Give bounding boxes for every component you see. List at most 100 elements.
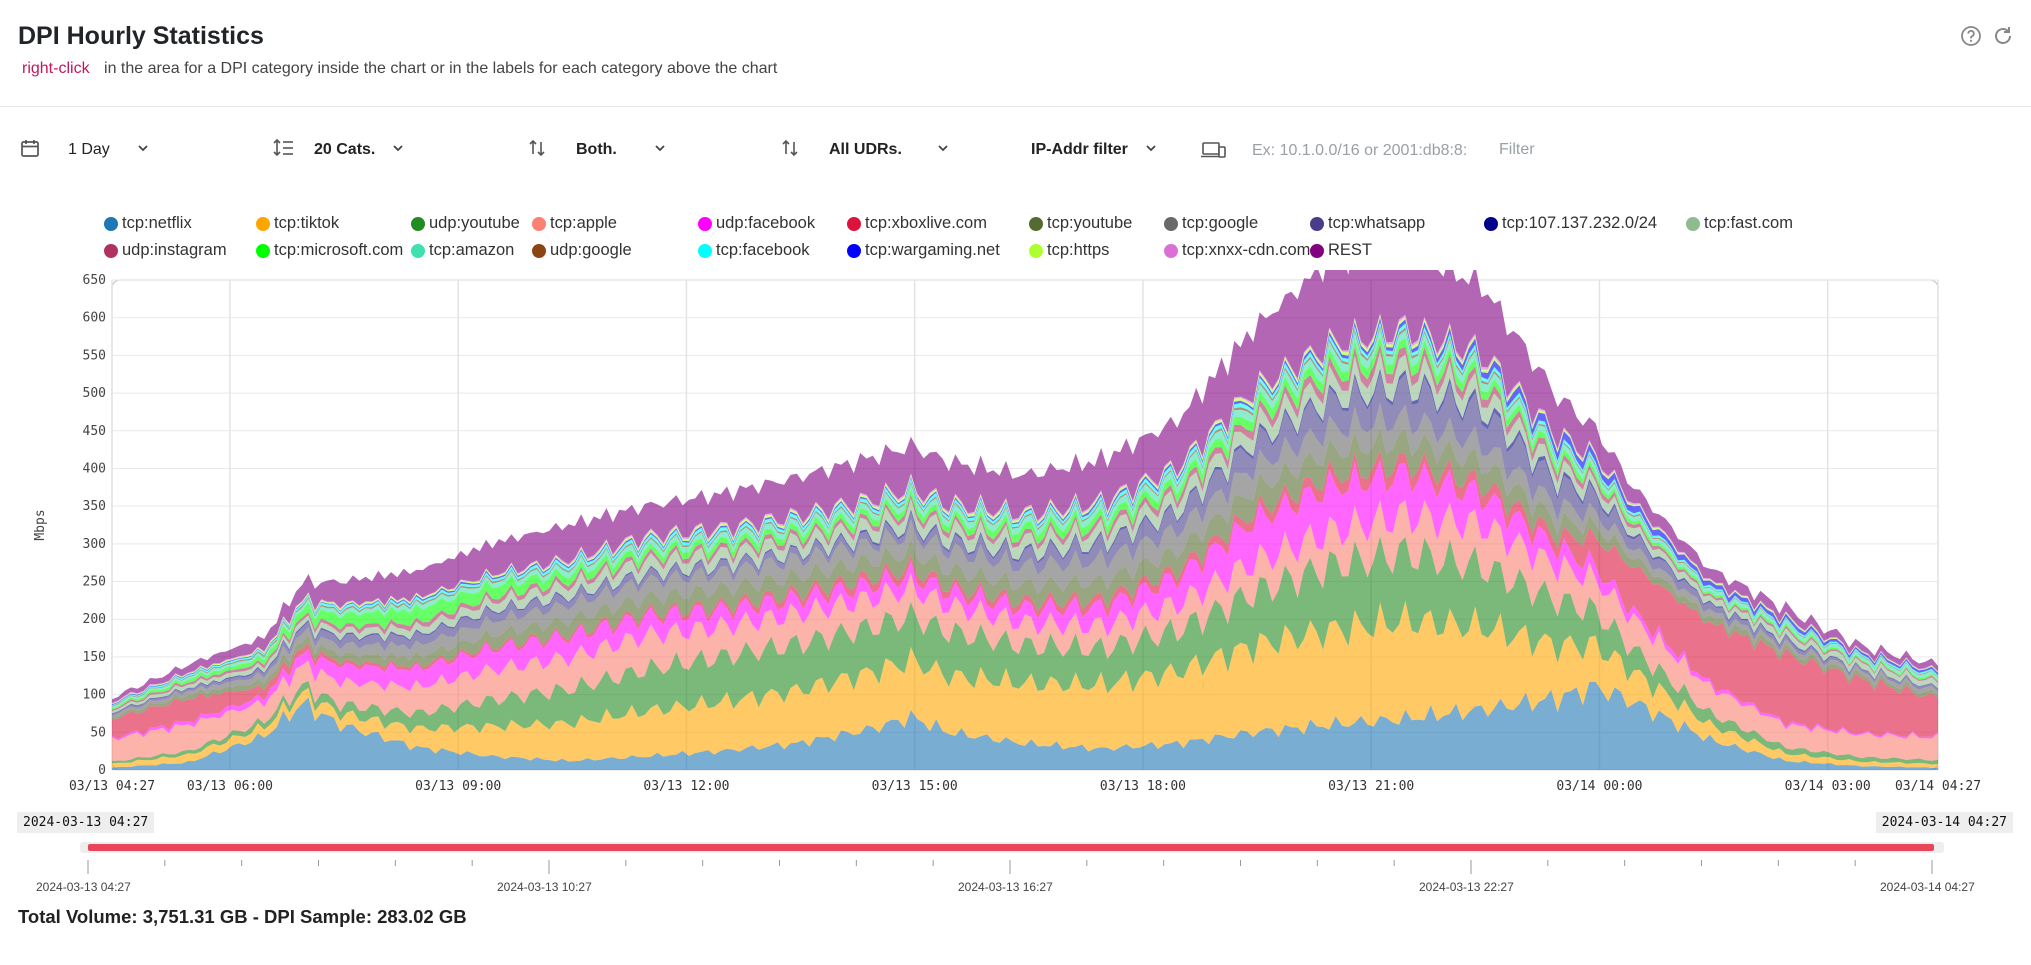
legend-item[interactable]: tcp:google xyxy=(1164,214,1258,233)
area-series-tcp-netflix[interactable] xyxy=(112,681,1938,770)
y-tick-label: 400 xyxy=(83,461,106,476)
legend-item[interactable]: tcp:https xyxy=(1029,241,1109,260)
legend-item[interactable]: tcp:fast.com xyxy=(1686,214,1793,233)
volume-summary: Total Volume: 3,751.31 GB - DPI Sample: … xyxy=(18,906,467,927)
help-icon[interactable] xyxy=(1959,24,1983,48)
refresh-icon[interactable] xyxy=(1991,24,2015,48)
chevron-down-icon xyxy=(136,141,150,160)
period-value: 1 Day xyxy=(68,141,110,158)
legend-item[interactable]: tcp:tiktok xyxy=(256,214,339,233)
y-tick-label: 200 xyxy=(83,612,106,627)
legend-label: tcp:whatsapp xyxy=(1328,214,1426,232)
legend-item[interactable]: tcp:107.137.232.0/24 xyxy=(1484,214,1657,233)
legend-label: tcp:amazon xyxy=(429,241,515,259)
legend-item[interactable]: tcp:youtube xyxy=(1029,214,1132,233)
area-series-udp-youtube[interactable] xyxy=(112,536,1938,765)
area-series-udp-facebook[interactable] xyxy=(112,459,1938,741)
x-tick-label: 03/13 15:00 xyxy=(872,779,958,794)
legend-item[interactable]: tcp:xnxx-cdn.com xyxy=(1164,241,1310,260)
legend-dot xyxy=(1310,243,1324,258)
legend-item[interactable]: udp:facebook xyxy=(698,214,815,233)
legend-item[interactable]: tcp:amazon xyxy=(411,241,514,260)
legend-dot xyxy=(532,243,546,258)
legend-item[interactable]: REST xyxy=(1310,241,1372,260)
legend-label: udp:youtube xyxy=(429,214,520,232)
legend-dot xyxy=(411,243,425,258)
y-axis-label: Mbps xyxy=(33,509,48,540)
time-range-selection[interactable] xyxy=(88,844,1934,851)
legend-label: REST xyxy=(1328,241,1373,259)
y-tick-label: 300 xyxy=(83,537,106,552)
y-tick-label: 150 xyxy=(83,650,106,665)
area-series-tcp-https[interactable] xyxy=(112,315,1938,705)
area-series-udp-google[interactable] xyxy=(112,326,1938,707)
legend-item[interactable]: udp:youtube xyxy=(411,214,520,233)
x-tick-label: 03/13 04:27 xyxy=(69,779,155,794)
legend-dot xyxy=(847,216,861,231)
categories-select[interactable]: 20 Cats. xyxy=(272,130,405,170)
range-start-date: 2024-03-13 04:27 xyxy=(17,812,155,833)
legend-dot xyxy=(532,216,546,231)
x-tick-label: 03/13 09:00 xyxy=(415,779,501,794)
time-range-slider[interactable] xyxy=(80,842,1944,853)
legend-label: tcp:google xyxy=(1182,214,1259,232)
filter-toolbar: 1 Day 20 Cats. Both. All UDRs. IP-Addr f… xyxy=(0,130,2031,170)
legend-item[interactable]: tcp:netflix xyxy=(104,214,192,233)
area-series-tcp-apple[interactable] xyxy=(112,499,1938,761)
legend-item[interactable]: udp:google xyxy=(532,241,632,260)
area-series-tcp-amazon[interactable] xyxy=(112,328,1938,709)
area-series-tcp-facebook[interactable] xyxy=(112,321,1938,707)
legend-item[interactable]: tcp:wargaming.net xyxy=(847,241,1000,260)
sort-lines-icon xyxy=(272,138,294,163)
period-select[interactable]: 1 Day xyxy=(20,130,150,170)
header-divider xyxy=(0,106,2031,107)
legend-label: tcp:microsoft.com xyxy=(274,241,404,259)
x-tick-label: 03/14 00:00 xyxy=(1556,779,1642,794)
direction-select[interactable]: Both. xyxy=(528,130,667,170)
udr-select[interactable]: All UDRs. xyxy=(781,130,950,170)
legend-dot xyxy=(1029,216,1043,231)
legend-item[interactable]: tcp:facebook xyxy=(698,241,810,260)
area-series-tcp-tiktok[interactable] xyxy=(112,600,1938,768)
chevron-down-icon xyxy=(391,141,405,160)
top-actions xyxy=(1959,24,2015,48)
y-tick-label: 50 xyxy=(90,725,106,740)
devices-icon xyxy=(1200,130,1226,170)
chevron-down-icon xyxy=(936,141,950,160)
legend-label: tcp:xnxx-cdn.com xyxy=(1182,241,1311,259)
x-tick-label: 03/13 12:00 xyxy=(643,779,729,794)
x-tick-label: 03/14 03:00 xyxy=(1785,779,1871,794)
chevron-down-icon xyxy=(1144,141,1158,160)
area-series-rest[interactable] xyxy=(112,270,1938,703)
legend-dot xyxy=(256,216,270,231)
legend-item[interactable]: tcp:whatsapp xyxy=(1310,214,1425,233)
legend-label: tcp:tiktok xyxy=(274,214,340,232)
legend-dot xyxy=(256,243,270,258)
area-series-tcp-xnxx-cdn-com[interactable] xyxy=(112,313,1938,704)
categories-value: 20 Cats. xyxy=(314,141,376,158)
legend-label: tcp:wargaming.net xyxy=(865,241,1000,259)
legend-item[interactable]: udp:instagram xyxy=(104,241,227,260)
legend-item[interactable]: tcp:apple xyxy=(532,214,617,233)
x-tick-label: 03/13 21:00 xyxy=(1328,779,1414,794)
dpi-stacked-area-chart[interactable]: 0 50 100 150 200 250 300 350 400 450 500 550 600 650 0… xyxy=(0,270,2031,800)
area-series-tcp-xboxlive-com[interactable] xyxy=(112,450,1938,739)
y-tick-label: 500 xyxy=(83,386,106,401)
right-click-label: right-click xyxy=(22,60,90,77)
ip-filter-select[interactable]: IP-Addr filter xyxy=(1031,130,1158,170)
y-tick-label: 0 xyxy=(98,763,106,778)
area-series-tcp-wargaming-net[interactable] xyxy=(112,317,1938,706)
legend-label: tcp:https xyxy=(1047,241,1110,259)
ip-address-input[interactable] xyxy=(1250,136,1474,166)
range-end-date: 2024-03-14 04:27 xyxy=(1875,812,2013,833)
legend-label: tcp:youtube xyxy=(1047,214,1133,232)
legend-item[interactable]: tcp:microsoft.com xyxy=(256,241,403,260)
legend-label: tcp:107.137.232.0/24 xyxy=(1502,214,1658,232)
up-down-arrows-icon xyxy=(528,138,546,163)
legend-item[interactable]: tcp:xboxlive.com xyxy=(847,214,987,233)
filter-button[interactable]: Filter xyxy=(1499,141,1535,158)
legend-label: tcp:netflix xyxy=(122,214,192,232)
legend-dot xyxy=(1164,243,1178,258)
legend-label: udp:google xyxy=(550,241,632,259)
legend-dot xyxy=(1484,216,1498,231)
